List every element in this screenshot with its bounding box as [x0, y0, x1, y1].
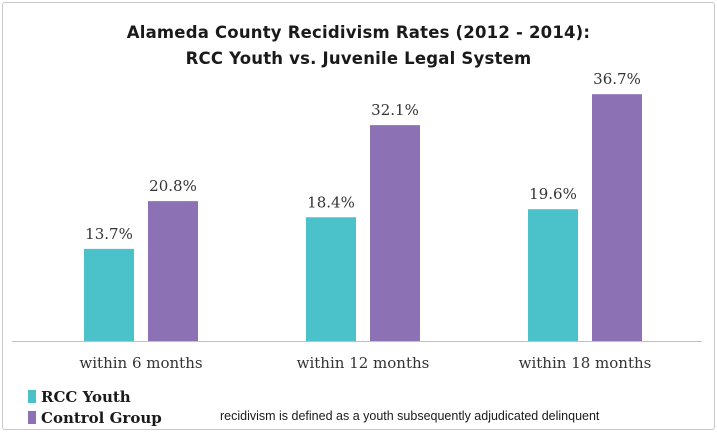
legend-swatch-control-group	[28, 411, 36, 424]
bar-control-group-3	[592, 94, 642, 341]
legend-label-control-group: Control Group	[41, 408, 162, 427]
x-tick-label-2: within 12 months	[297, 354, 430, 372]
x-tick-label-1: within 6 months	[79, 354, 202, 372]
data-label-control-group-1: 20.8%	[149, 177, 197, 195]
bar-control-group-1	[148, 201, 198, 341]
footnote: recidivism is defined as a youth subsequ…	[220, 409, 600, 423]
data-label-rcc-youth-3: 19.6%	[529, 185, 577, 203]
legend-item-control-group: Control Group	[28, 407, 162, 428]
data-label-control-group-2: 32.1%	[371, 101, 419, 119]
legend-swatch-rcc-youth	[28, 390, 36, 403]
chart-title-line-2: RCC Youth vs. Juvenile Legal System	[185, 49, 532, 68]
x-tick-label-3: within 18 months	[519, 354, 652, 372]
chart-title: Alameda County Recidivism Rates (2012 - …	[0, 20, 717, 72]
chart-title-line-1: Alameda County Recidivism Rates (2012 - …	[126, 23, 591, 42]
legend-label-rcc-youth: RCC Youth	[41, 387, 131, 406]
data-label-rcc-youth-2: 18.4%	[307, 193, 355, 211]
bar-rcc-youth-3	[528, 209, 578, 341]
bar-rcc-youth-2	[306, 217, 356, 341]
legend-item-rcc-youth: RCC Youth	[28, 386, 162, 407]
bar-rcc-youth-1	[84, 248, 134, 341]
bar-control-group-2	[370, 125, 420, 341]
data-label-rcc-youth-1: 13.7%	[85, 225, 133, 243]
data-label-control-group-3: 36.7%	[593, 70, 641, 88]
legend: RCC Youth Control Group	[28, 386, 162, 428]
